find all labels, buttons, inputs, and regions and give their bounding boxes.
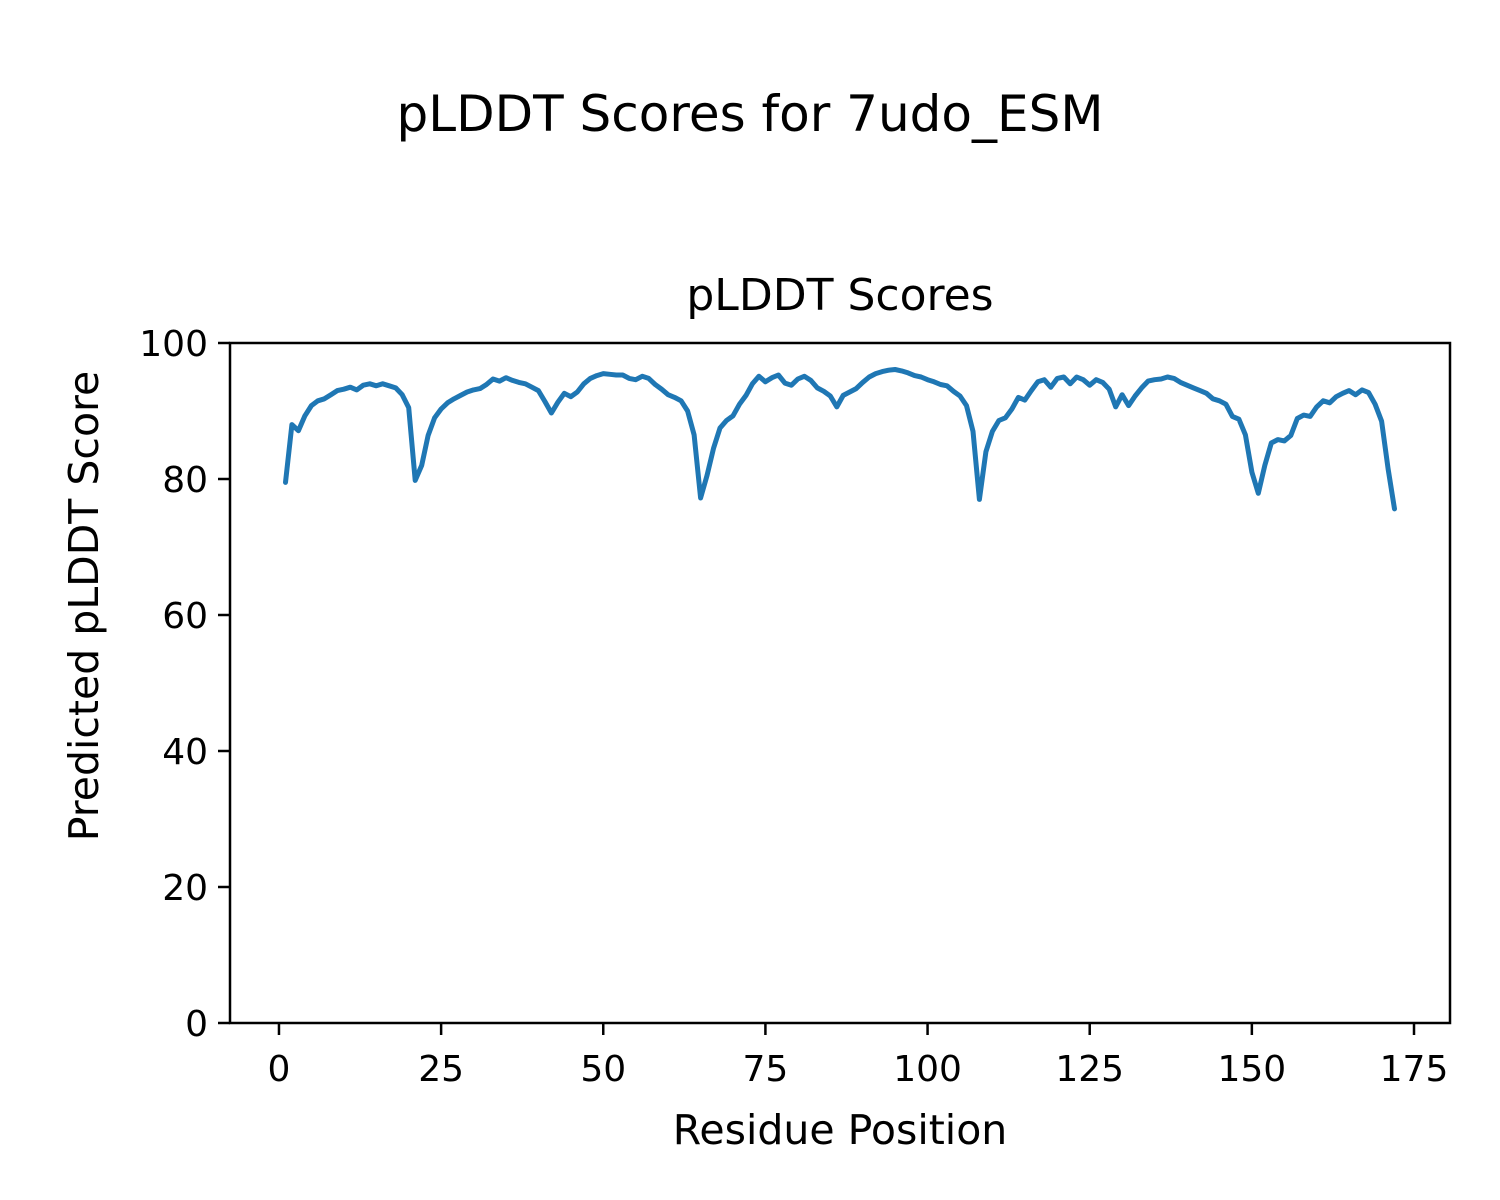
x-tick-label: 25 — [418, 1049, 464, 1090]
y-tick-label: 40 — [162, 732, 208, 773]
x-axis-label: Residue Position — [672, 1106, 1008, 1154]
x-tick-label: 150 — [1217, 1049, 1286, 1090]
y-tick-label: 0 — [185, 1004, 208, 1045]
y-tick-label: 20 — [162, 868, 208, 909]
y-tick-label: 60 — [162, 596, 208, 637]
x-tick-label: 75 — [743, 1049, 789, 1090]
x-tick-label: 125 — [1055, 1049, 1124, 1090]
x-tick-label: 175 — [1380, 1049, 1449, 1090]
plddt-line — [283, 367, 1397, 512]
x-tick-label: 50 — [580, 1049, 626, 1090]
x-axis-ticks: 0 25 50 75 100 125 150 175 — [268, 1023, 1449, 1090]
y-axis-ticks: 0 20 40 60 80 100 — [139, 324, 230, 1045]
x-tick-label: 100 — [893, 1049, 962, 1090]
y-tick-label: 100 — [139, 324, 208, 365]
y-tick-label: 80 — [162, 460, 208, 501]
plot-frame — [228, 341, 1452, 1025]
axes-title: pLDDT Scores — [686, 270, 994, 321]
figure-title: pLDDT Scores for 7udo_ESM — [396, 85, 1104, 143]
x-tick-label: 0 — [268, 1049, 291, 1090]
